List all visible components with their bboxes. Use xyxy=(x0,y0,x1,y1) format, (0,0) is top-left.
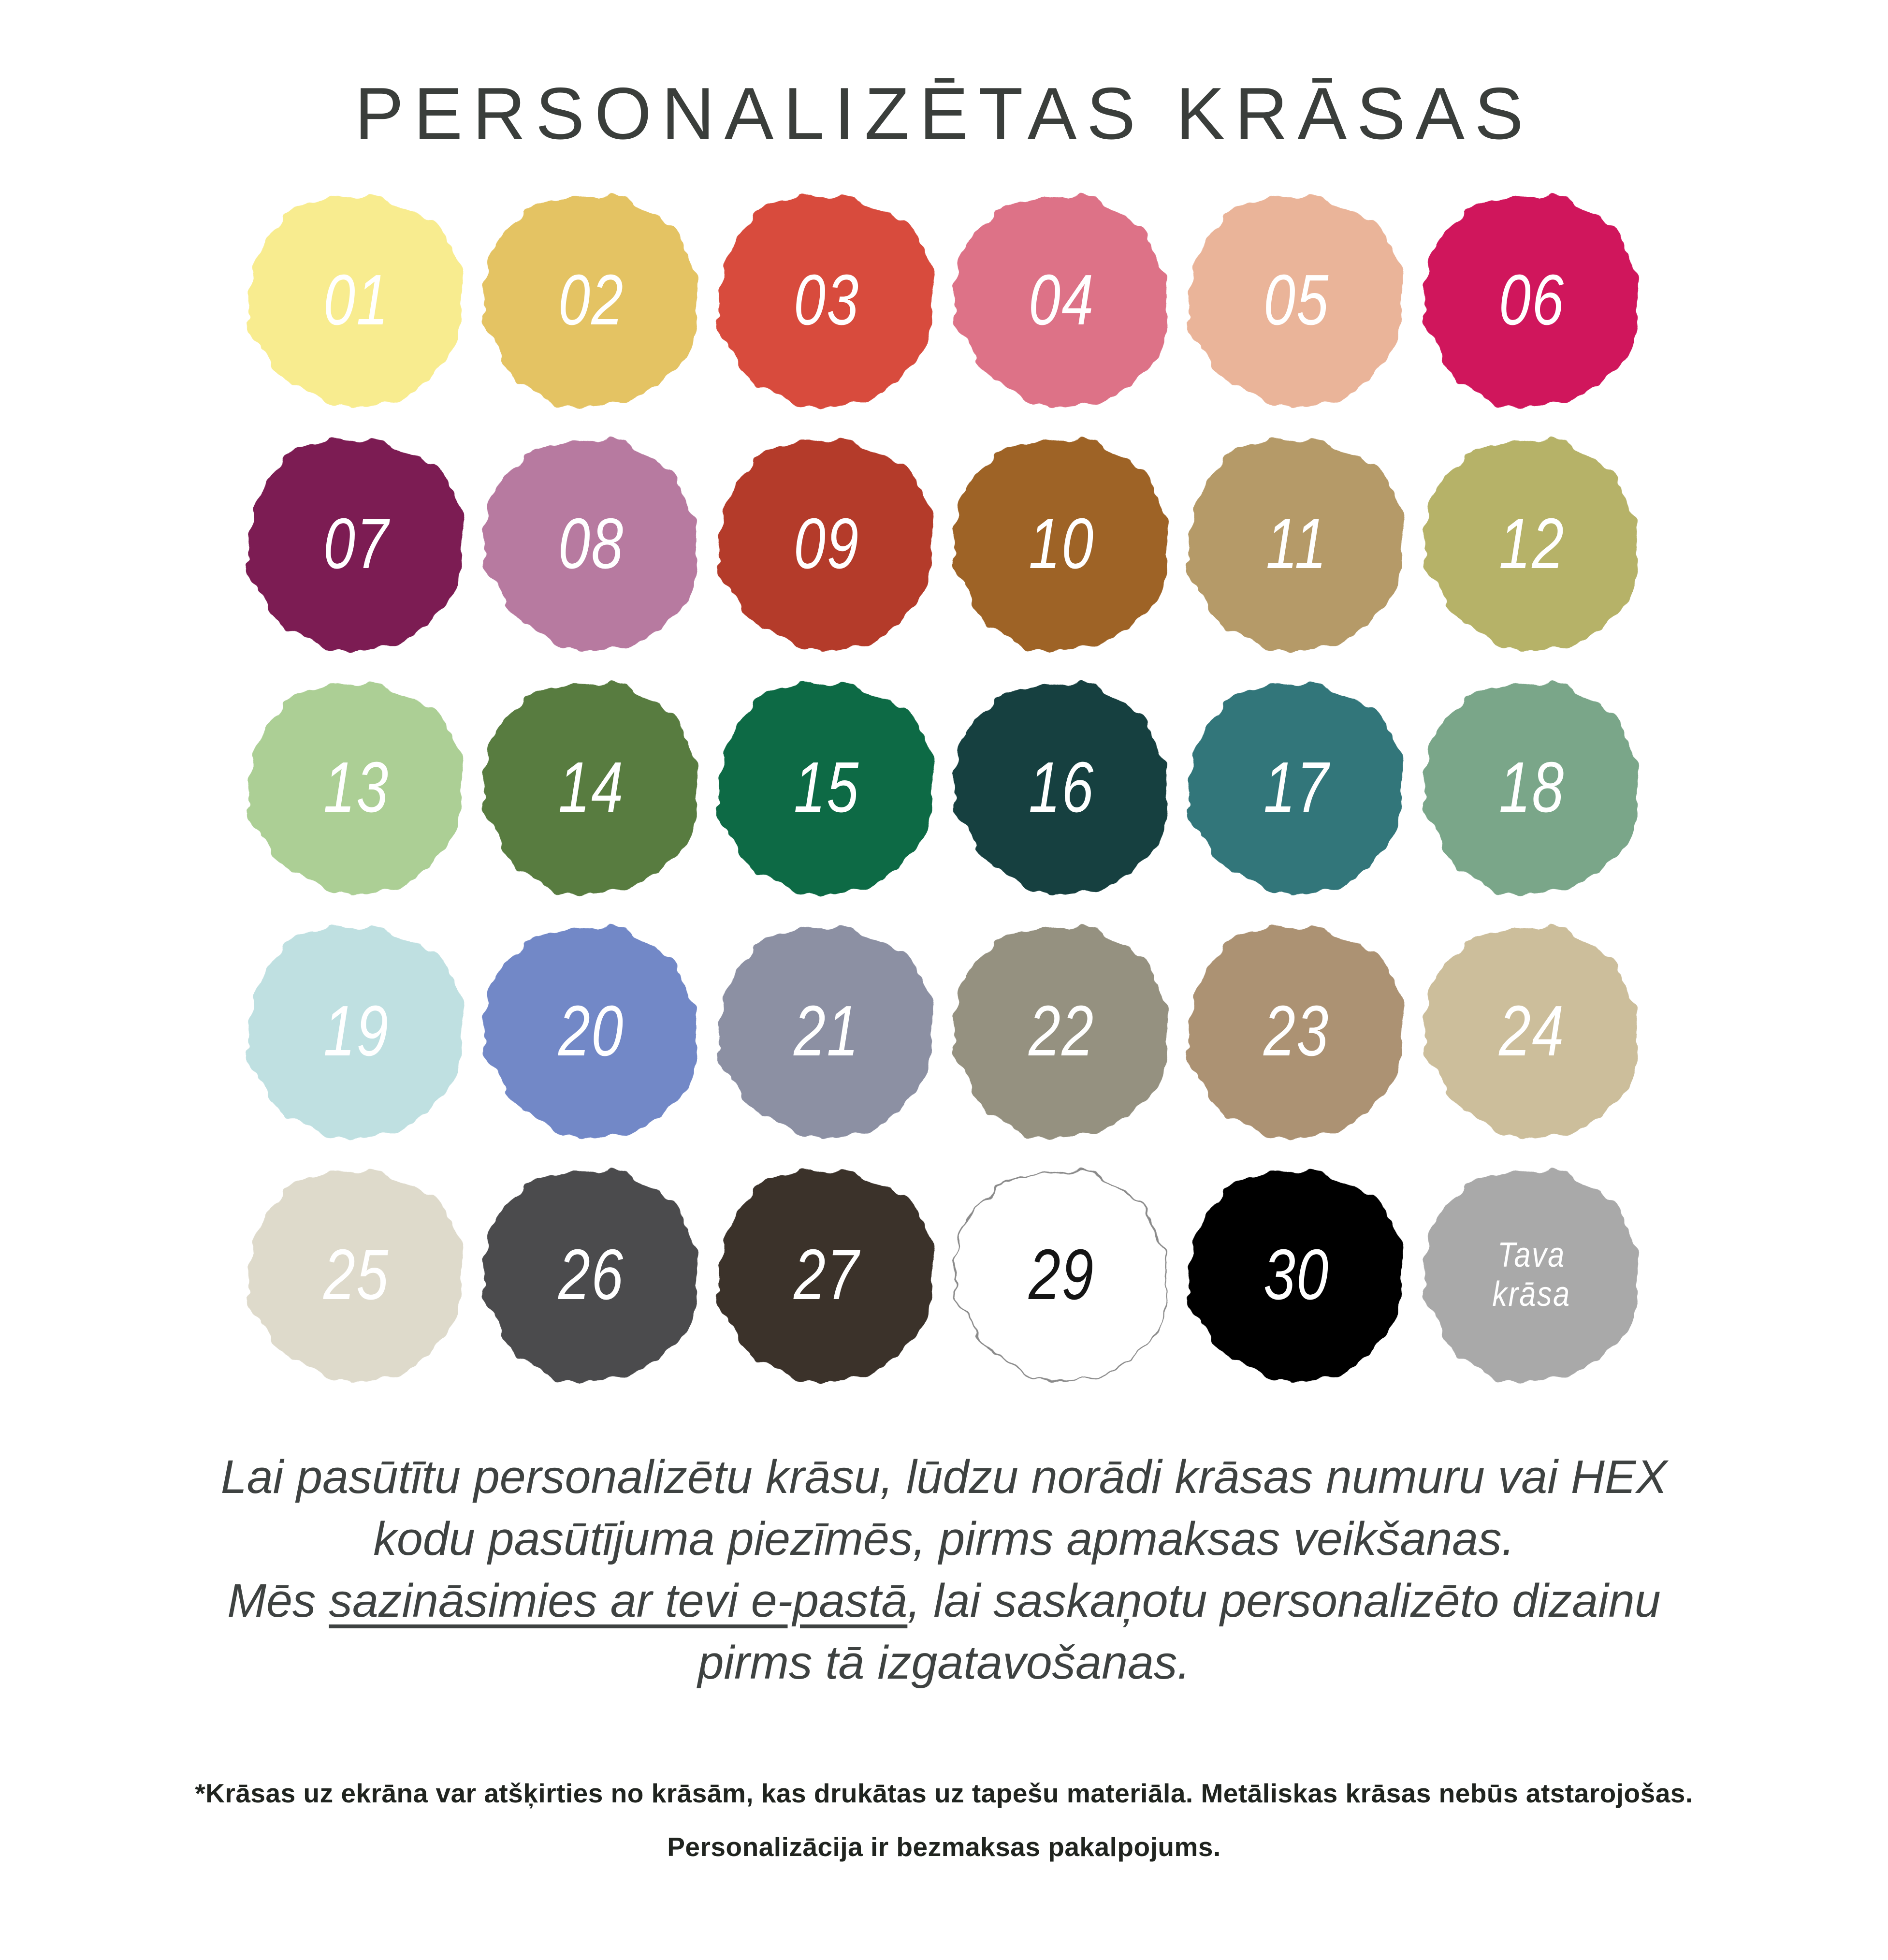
swatch-number: 04 xyxy=(1028,260,1095,340)
swatch-02: 02 xyxy=(479,190,703,410)
swatch-03: 03 xyxy=(716,191,937,410)
swatch-04: 04 xyxy=(951,191,1173,410)
email-contact-underlined-text: sazināsimies ar tevi e-pastā xyxy=(329,1574,908,1627)
swatch-number: 01 xyxy=(323,260,390,340)
swatch-07: 07 xyxy=(246,435,467,653)
swatch-number: 02 xyxy=(558,260,624,340)
swatch-10: 10 xyxy=(950,434,1173,654)
color-grid: 01 02 03 04 05 06 07 08 09 10 11 12 13 1… xyxy=(245,190,1643,1385)
swatch-24: 24 xyxy=(1421,922,1642,1141)
swatch-13: 13 xyxy=(245,677,468,898)
description-line-2: kodu pasūtījuma piezīmēs, pirms apmaksas… xyxy=(373,1512,1515,1565)
swatch-number: 13 xyxy=(323,747,390,827)
page-title: PERSONALIZĒTAS KRĀSAS xyxy=(354,73,1534,155)
description-line-3: Mēs sazināsimies ar tevi e-pastā, lai sa… xyxy=(0,1570,1888,1632)
swatch-06: 06 xyxy=(1420,190,1643,410)
swatch-16: 16 xyxy=(951,678,1173,897)
swatch-27: 27 xyxy=(716,1166,937,1384)
swatch-17: 17 xyxy=(1185,677,1409,898)
swatch-number: 20 xyxy=(558,991,624,1071)
swatch-19: 19 xyxy=(246,922,467,1141)
swatch-20: 20 xyxy=(480,922,702,1141)
swatch-29: 29 xyxy=(951,1166,1173,1384)
description-line-3-post: , lai saskaņotu personalizēto dizainu xyxy=(907,1574,1661,1627)
swatch-number: 25 xyxy=(323,1235,390,1315)
footnote-line-1: *Krāsas uz ekrāna var atšķirties no krās… xyxy=(195,1778,1693,1809)
swatch-15: 15 xyxy=(716,678,937,897)
swatch-08: 08 xyxy=(480,435,702,653)
swatch-18: 18 xyxy=(1420,677,1643,898)
swatch-26: 26 xyxy=(479,1165,703,1385)
swatch-number: 18 xyxy=(1498,747,1565,827)
swatch-number: 03 xyxy=(793,260,860,340)
swatch-number: 09 xyxy=(793,504,860,584)
swatch-number: 23 xyxy=(1264,991,1330,1071)
swatch-number: 16 xyxy=(1028,747,1095,827)
swatch-number: 22 xyxy=(1028,991,1095,1071)
swatch-30: 30 xyxy=(1185,1165,1409,1385)
swatch-number: 30 xyxy=(1264,1235,1330,1315)
swatch-23: 23 xyxy=(1186,922,1407,1141)
swatch-number: Tava krāsa xyxy=(1492,1236,1571,1314)
swatch-number: 21 xyxy=(793,991,860,1071)
swatch-number: 27 xyxy=(793,1235,860,1315)
footnote-line-2: Personalizācija ir bezmaksas pakalpojums… xyxy=(667,1832,1221,1862)
swatch-11: 11 xyxy=(1186,435,1407,653)
swatch-25: 25 xyxy=(245,1165,468,1385)
swatch-number: 14 xyxy=(558,747,624,827)
swatch-number: 24 xyxy=(1498,991,1565,1071)
swatch-05: 05 xyxy=(1185,190,1409,410)
footnote: *Krāsas uz ekrāna var atšķirties no krās… xyxy=(0,1775,1888,1866)
swatch-12: 12 xyxy=(1421,435,1642,653)
swatch-14: 14 xyxy=(479,677,703,898)
swatch-number: 19 xyxy=(323,991,390,1071)
description: Lai pasūtītu personalizētu krāsu, lūdzu … xyxy=(0,1446,1888,1694)
swatch-tava-krāsa: Tava krāsa xyxy=(1420,1165,1643,1385)
swatch-number: 17 xyxy=(1264,747,1330,827)
swatch-number: 11 xyxy=(1265,504,1328,584)
swatch-number: 15 xyxy=(793,747,860,827)
description-line-1: Lai pasūtītu personalizētu krāsu, lūdzu … xyxy=(220,1450,1668,1503)
swatch-01: 01 xyxy=(245,190,468,410)
swatch-number: 08 xyxy=(558,504,624,584)
swatch-number: 06 xyxy=(1498,260,1565,340)
description-line-4: pirms tā izgatavošanas. xyxy=(697,1636,1191,1689)
swatch-number: 07 xyxy=(323,504,390,584)
swatch-21: 21 xyxy=(715,921,938,1141)
swatch-number: 12 xyxy=(1498,504,1565,584)
swatch-09: 09 xyxy=(715,434,938,654)
swatch-22: 22 xyxy=(950,921,1173,1141)
swatch-number: 05 xyxy=(1264,260,1330,340)
description-line-3-pre: Mēs xyxy=(227,1574,329,1627)
swatch-number: 26 xyxy=(558,1235,624,1315)
swatch-number: 29 xyxy=(1028,1235,1095,1315)
swatch-number: 10 xyxy=(1028,504,1095,584)
